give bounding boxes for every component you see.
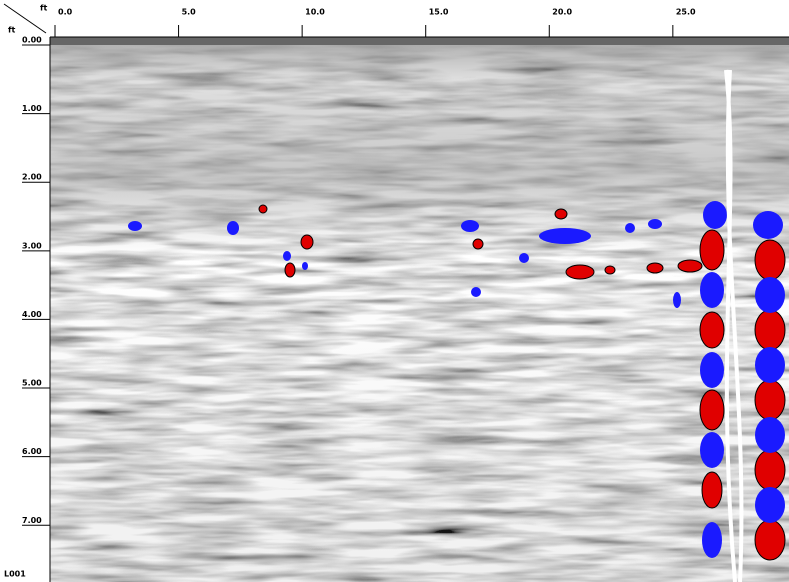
y-tick-label: 1.00 [22,104,42,113]
scan-image [50,37,789,582]
y-tick-label: 4.00 [22,310,42,319]
y-unit: ft [8,26,15,35]
y-tick-label: 2.00 [22,173,42,182]
x-tick-label: 15.0 [429,8,449,17]
y-tick-label: 7.00 [22,516,42,525]
y-tick-label: 0.00 [22,36,42,45]
x-tick-label: 10.0 [305,8,325,17]
left-ruler [0,0,50,582]
y-tick-label: 6.00 [22,447,42,456]
y-tick-label: 3.00 [22,241,42,250]
y-tick-label: 5.00 [22,379,42,388]
top-ruler [0,0,789,37]
line-label: L001 [4,570,26,579]
x-tick-label: 25.0 [676,8,696,17]
x-tick-label: 5.0 [182,8,197,17]
corner-line [3,3,47,34]
x-tick-label: 20.0 [552,8,572,17]
x-tick-label: 0.0 [58,8,73,17]
x-unit: ft [40,4,47,13]
